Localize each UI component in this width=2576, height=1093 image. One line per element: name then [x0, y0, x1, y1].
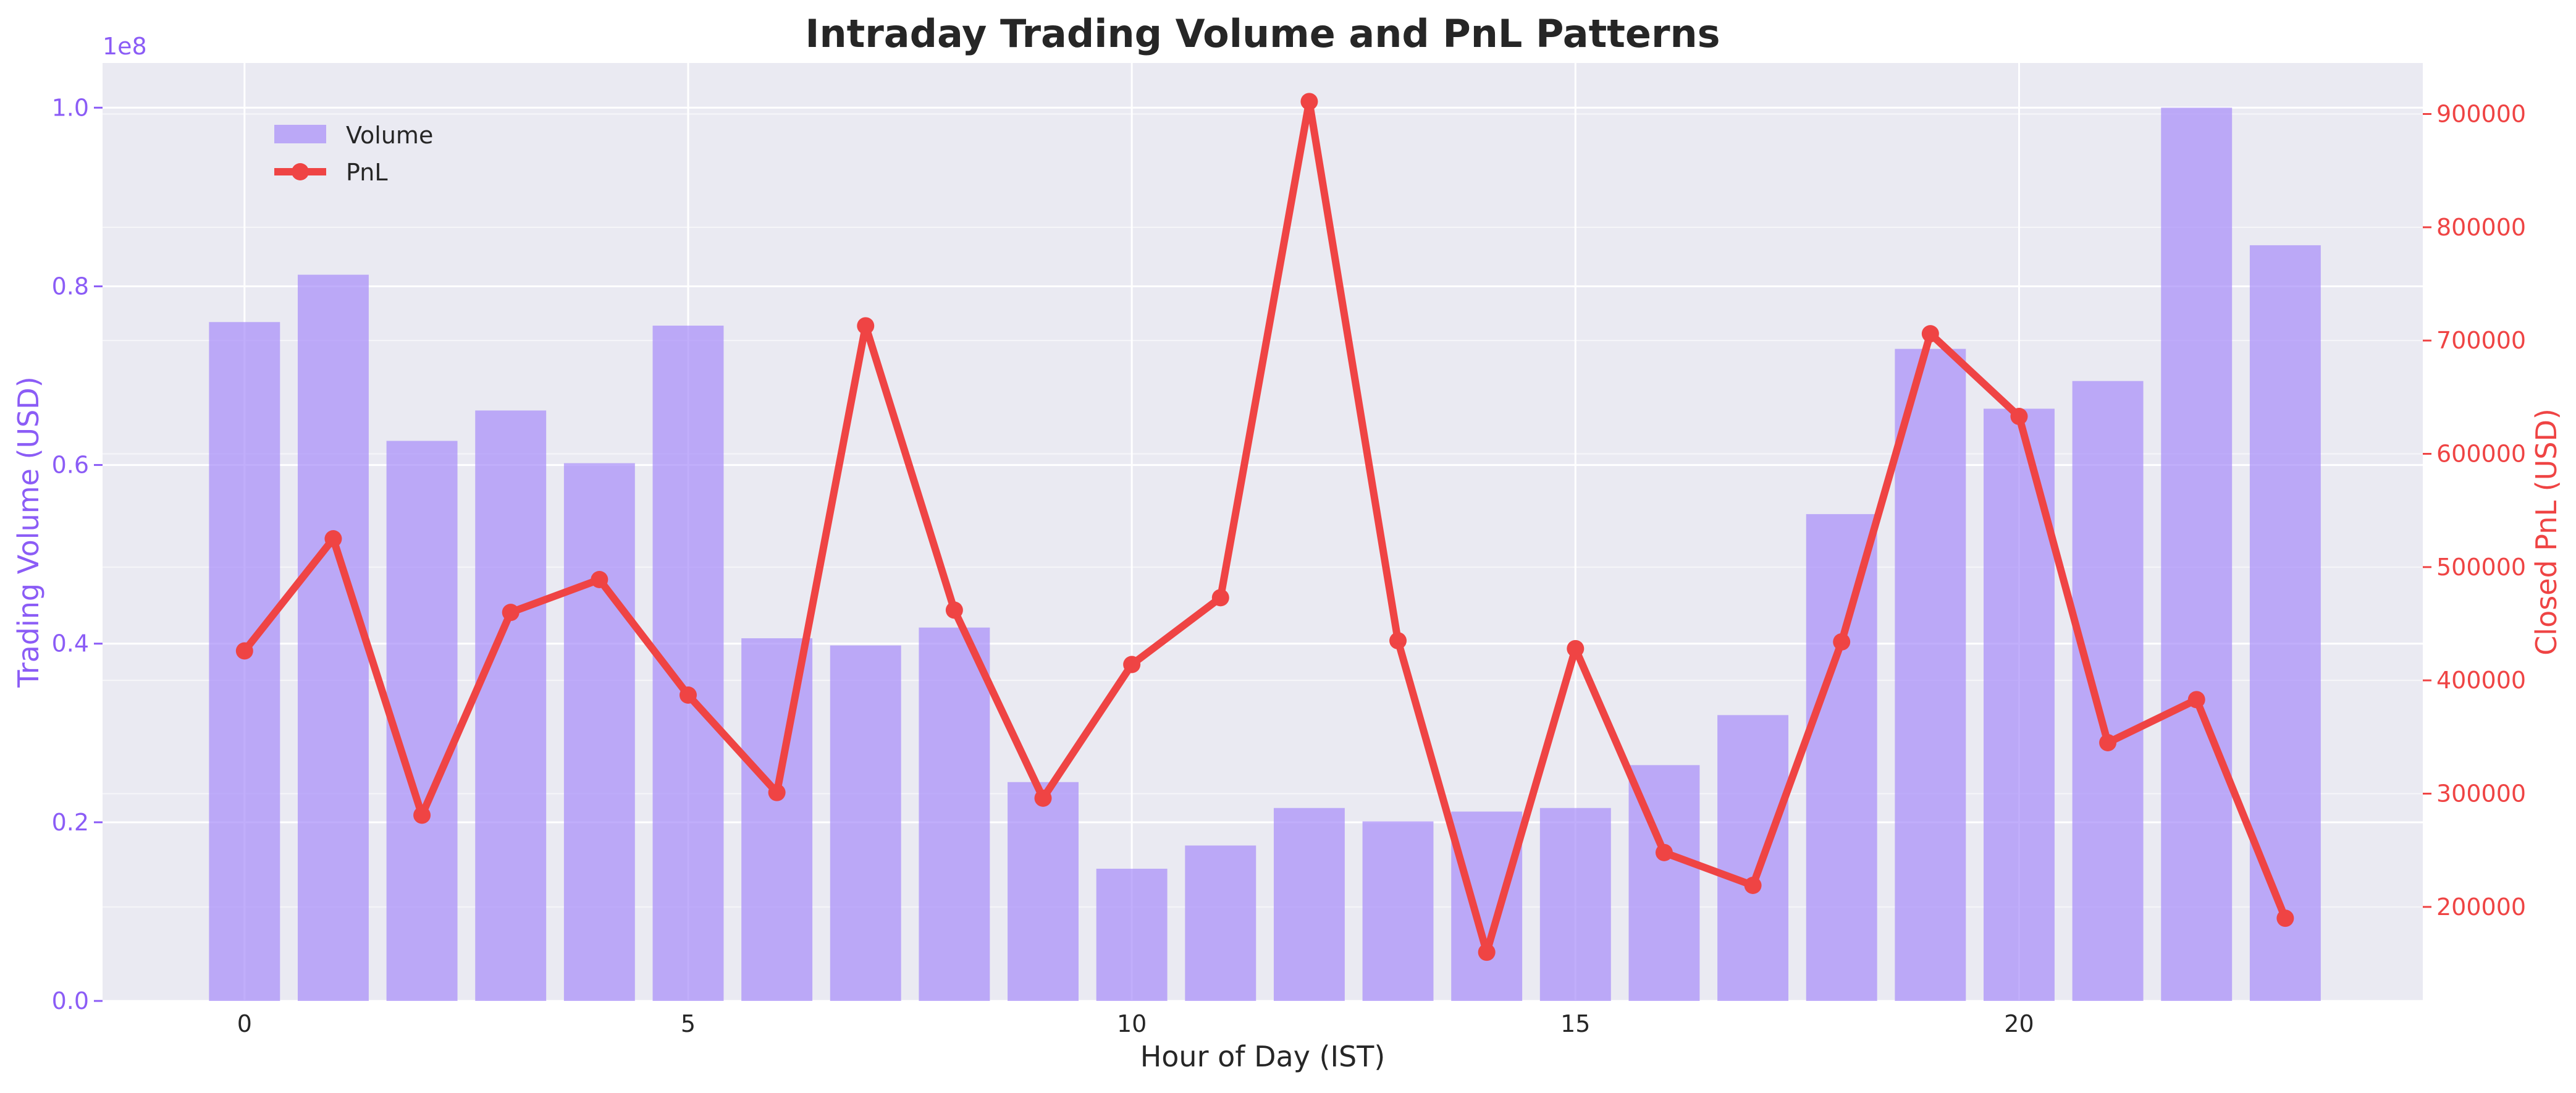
volume-bar — [297, 274, 369, 1001]
volume-bar — [1717, 715, 1789, 1001]
y-left-tick-label: 0.6 — [52, 452, 89, 479]
volume-bar — [209, 322, 280, 1002]
pnl-point — [1833, 633, 1851, 651]
y-right-tick-label: 800000 — [2436, 214, 2526, 241]
volume-bar — [1539, 808, 1611, 1001]
y-right-tick-label: 900000 — [2436, 101, 2526, 128]
y-axis-right-label: Closed PnL (USD) — [2530, 408, 2563, 656]
volume-bar — [1096, 869, 1168, 1001]
volume-bar — [563, 463, 635, 1001]
pnl-point — [1389, 632, 1407, 649]
volume-bar — [475, 410, 547, 1001]
pnl-point — [2099, 734, 2117, 751]
volume-bar — [830, 645, 901, 1001]
volume-bar — [2161, 108, 2233, 1001]
volume-bar — [741, 638, 813, 1001]
y-axis-left-label: Trading Volume (USD) — [12, 376, 45, 688]
axes: 0 5 10 15 20 0.0 0.2 0.4 0.6 0.8 1.0 200000 300000 40… — [52, 94, 2527, 1037]
x-axis-label: Hour of Day (IST) — [1140, 1040, 1386, 1073]
y-right-tick-label: 500000 — [2436, 554, 2526, 581]
volume-bar — [1806, 514, 1877, 1001]
chart-title: Intraday Trading Volume and PnL Patterns — [805, 11, 1720, 56]
y-left-tick-label: 0.2 — [52, 809, 89, 836]
volume-bar — [1008, 782, 1079, 1001]
volume-bar — [1895, 348, 1966, 1001]
pnl-point — [1655, 843, 1673, 861]
pnl-line-series — [235, 93, 2294, 961]
x-tick-label: 0 — [237, 1010, 252, 1037]
pnl-point — [679, 686, 697, 704]
volume-bar — [386, 441, 458, 1001]
volume-bar — [1273, 808, 1345, 1001]
y-right-tick-label: 600000 — [2436, 441, 2526, 468]
y-right-tick-label: 300000 — [2436, 780, 2526, 808]
legend-pnl-marker — [292, 163, 309, 180]
pnl-point — [2276, 909, 2294, 927]
y-left-tick-label: 0.0 — [52, 987, 89, 1015]
pnl-point — [2187, 691, 2205, 709]
legend-pnl-label: PnL — [346, 159, 388, 186]
pnl-point — [1034, 789, 1052, 807]
volume-bar — [2072, 381, 2144, 1001]
pnl-point — [235, 642, 253, 660]
volume-bar — [2249, 245, 2321, 1001]
pnl-point — [2010, 408, 2028, 425]
y-right-tick-label: 700000 — [2436, 327, 2526, 354]
pnl-point — [502, 604, 520, 622]
pnl-point — [324, 530, 342, 547]
pnl-line — [240, 98, 2289, 956]
pnl-point — [1300, 93, 1318, 111]
pnl-point — [768, 783, 786, 801]
volume-bars — [209, 108, 2321, 1002]
pnl-point — [591, 571, 608, 588]
pnl-point — [413, 806, 431, 824]
volume-bar — [1362, 821, 1434, 1001]
y-right-tick-label: 200000 — [2436, 893, 2526, 921]
volume-bar — [919, 627, 990, 1001]
x-tick-label: 5 — [681, 1010, 696, 1037]
pnl-point — [1211, 589, 1229, 607]
y-left-tick-label: 1.0 — [52, 94, 89, 121]
legend: Volume PnL — [274, 122, 433, 186]
legend-volume-label: Volume — [346, 122, 433, 149]
x-tick-label: 15 — [1560, 1010, 1590, 1037]
volume-bar — [1185, 845, 1256, 1001]
pnl-point — [1478, 943, 1496, 961]
y-axis-left-exponent: 1e8 — [103, 33, 147, 60]
pnl-point — [1921, 325, 1939, 343]
pnl-point — [1567, 639, 1585, 657]
pnl-point — [857, 317, 875, 335]
pnl-point — [1744, 877, 1762, 894]
x-tick-label: 20 — [2004, 1010, 2034, 1037]
pnl-point — [1123, 656, 1141, 673]
volume-bar — [1451, 811, 1523, 1001]
y-right-tick-label: 400000 — [2436, 667, 2526, 694]
x-tick-label: 10 — [1117, 1010, 1147, 1037]
legend-volume-swatch — [274, 125, 326, 143]
y-left-tick-label: 0.8 — [52, 272, 89, 300]
y-left-tick-label: 0.4 — [52, 630, 89, 657]
pnl-point — [945, 601, 963, 619]
